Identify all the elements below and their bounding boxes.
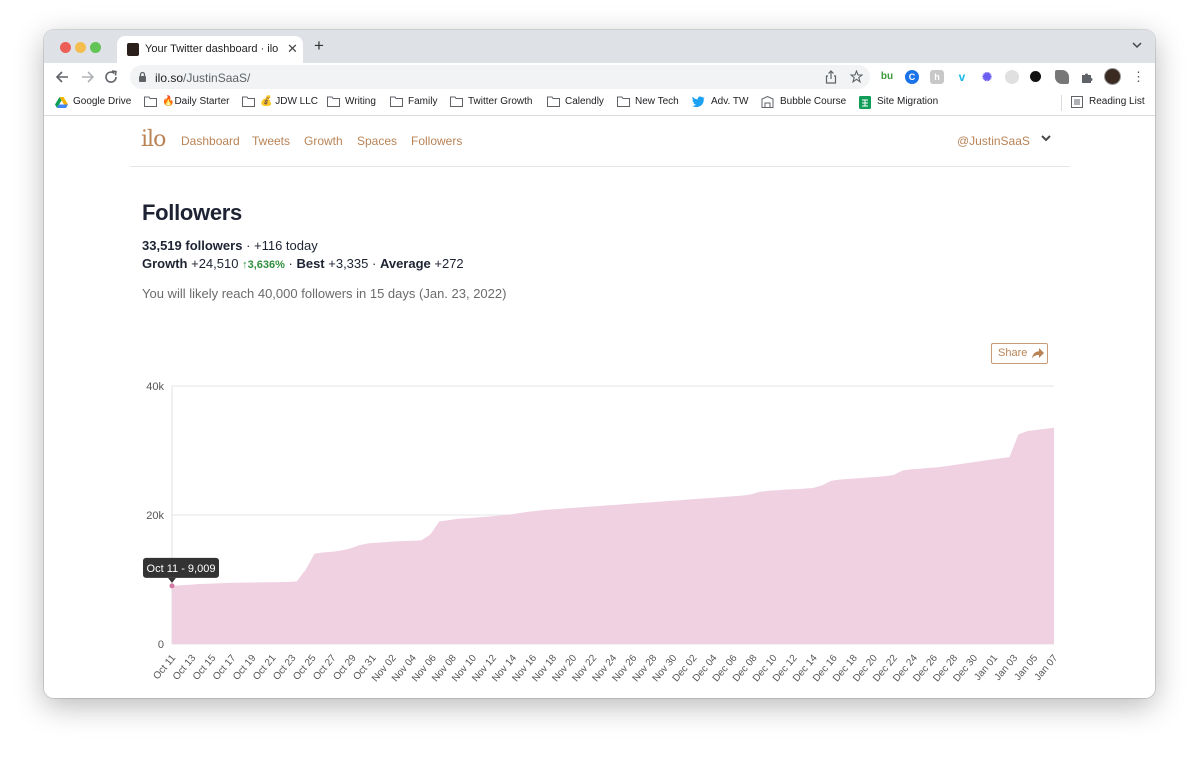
page-title: Followers	[142, 200, 242, 225]
url-path: /JustinSaaS/	[183, 71, 251, 85]
growth-value: +24,510	[187, 256, 243, 271]
twitter-bird-icon	[692, 96, 705, 107]
best-value: +3,335 ·	[324, 256, 380, 271]
average-label: Average	[379, 256, 431, 271]
lock-icon[interactable]	[138, 71, 147, 83]
follower-summary: 33,519 followers · +116 today	[142, 238, 318, 253]
nav-followers[interactable]: Followers	[411, 134, 463, 148]
hover-point[interactable]	[169, 583, 175, 589]
bookmarks-bar: Google Drive 🔥Daily Starter 💰 JDW LLC Wr…	[44, 91, 1155, 116]
close-window-button[interactable]	[60, 42, 71, 53]
new-tab-icon[interactable]: +	[314, 36, 324, 55]
folder-icon	[327, 96, 340, 107]
bookmark-twitter-growth[interactable]: Twitter Growth	[468, 96, 533, 107]
page-content: ilo Dashboard Tweets Growth Spaces Follo…	[44, 116, 1155, 698]
bookmark-adv-tw[interactable]: Adv. TW	[711, 96, 749, 107]
tooltip-box	[143, 557, 219, 578]
reload-icon[interactable]	[102, 68, 120, 86]
browser-window: Your Twitter dashboard · ilo ✕ + ilo.so/…	[44, 30, 1155, 698]
share-page-icon[interactable]	[825, 70, 837, 84]
growth-label: Growth	[142, 256, 188, 271]
chevron-down-icon[interactable]	[1040, 131, 1052, 145]
extension-bw-icon[interactable]: bu	[880, 70, 894, 84]
profile-avatar[interactable]	[1104, 68, 1121, 85]
google-drive-icon	[55, 97, 68, 108]
separator: ·	[284, 256, 297, 271]
share-button[interactable]: Share	[991, 343, 1048, 364]
tooltip-text: Oct 11 - 9,009	[147, 563, 216, 575]
extension-star-icon[interactable]: ✺	[980, 70, 994, 84]
best-label: Best	[296, 256, 325, 271]
nav-divider	[130, 166, 1070, 167]
bookmark-site-migration[interactable]: Site Migration	[877, 96, 939, 107]
y-tick-label: 40k	[146, 381, 164, 393]
nav-dashboard[interactable]: Dashboard	[181, 134, 240, 148]
url-text[interactable]: ilo.so/JustinSaaS/	[155, 71, 250, 85]
today-change: · +116 today	[242, 238, 318, 253]
growth-summary: Growth +24,510 ↑3,636% · Best +3,335 · A…	[142, 256, 464, 271]
bookmark-family[interactable]: Family	[408, 96, 438, 107]
share-label: Share	[998, 347, 1028, 359]
average-value: +272	[430, 256, 464, 271]
address-bar[interactable]: ilo.so/JustinSaaS/	[130, 65, 870, 89]
url-host: ilo.so	[155, 71, 184, 85]
bookmark-google-drive[interactable]: Google Drive	[73, 96, 132, 107]
projection-text: You will likely reach 40,000 followers i…	[142, 286, 507, 301]
folder-icon	[390, 96, 403, 107]
browser-tab[interactable]: Your Twitter dashboard · ilo ✕	[117, 36, 303, 63]
minimize-window-button[interactable]	[75, 42, 86, 53]
browser-menu-icon[interactable]: ⋮	[1132, 69, 1145, 84]
extension-c-icon[interactable]: C	[905, 70, 919, 84]
sheets-icon	[859, 96, 871, 109]
extensions-puzzle-icon[interactable]	[1080, 70, 1094, 84]
tab-bar: Your Twitter dashboard · ilo ✕ +	[44, 30, 1155, 63]
y-tick-label: 20k	[146, 510, 164, 522]
extension-moon-icon[interactable]	[1005, 70, 1019, 84]
bookmark-daily-starter[interactable]: 🔥Daily Starter	[162, 96, 230, 107]
growth-percent: ↑3,636%	[242, 259, 285, 271]
followers-area-series	[172, 427, 1054, 644]
extension-gray-icon[interactable]: h	[930, 70, 944, 84]
vimeo-extension-icon[interactable]: v	[955, 70, 969, 84]
nav-growth[interactable]: Growth	[304, 134, 343, 148]
forward-icon[interactable]	[78, 68, 96, 86]
folder-icon	[450, 96, 463, 107]
bookmark-bubble-course[interactable]: Bubble Course	[780, 96, 847, 107]
extension-dot-icon[interactable]	[1030, 71, 1041, 82]
tab-title: Your Twitter dashboard · ilo	[145, 43, 279, 55]
bookmarks-separator	[1061, 95, 1062, 111]
nav-tweets[interactable]: Tweets	[252, 134, 291, 148]
tab-close-icon[interactable]: ✕	[287, 41, 298, 56]
extension-leaf-icon[interactable]	[1055, 70, 1069, 84]
browser-toolbar: ilo.so/JustinSaaS/ bu C h v ✺ ⋮	[44, 63, 1155, 91]
reading-list-icon	[1071, 96, 1083, 108]
folder-icon	[242, 96, 255, 107]
bookmark-calendly[interactable]: Calendly	[565, 96, 604, 107]
folder-icon	[144, 96, 157, 107]
user-handle[interactable]: @JustinSaaS	[957, 134, 1030, 148]
y-tick-label: 0	[158, 639, 164, 651]
bookmark-writing[interactable]: Writing	[345, 96, 376, 107]
reading-list-button[interactable]: Reading List	[1089, 96, 1145, 107]
zoom-window-button[interactable]	[90, 42, 101, 53]
folder-icon	[547, 96, 560, 107]
ilo-logo[interactable]: ilo	[141, 127, 166, 152]
bookmark-new-tech[interactable]: New Tech	[635, 96, 679, 107]
share-arrow-icon	[1032, 348, 1044, 359]
bookmark-jdw-llc[interactable]: 💰 JDW LLC	[260, 96, 319, 107]
building-icon	[761, 96, 774, 108]
folder-icon	[617, 96, 630, 107]
tooltip-arrow	[168, 577, 176, 583]
back-icon[interactable]	[54, 68, 72, 86]
nav-spaces[interactable]: Spaces	[357, 134, 398, 148]
tab-search-chevron-icon[interactable]	[1132, 41, 1142, 49]
bookmark-star-icon[interactable]	[850, 70, 863, 83]
followers-count: 33,519 followers	[142, 238, 243, 253]
tab-favicon	[127, 43, 139, 56]
